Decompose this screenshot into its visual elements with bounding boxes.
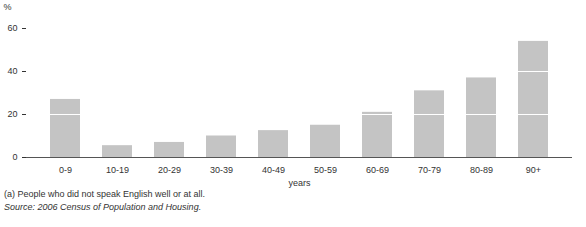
svg-text:%: % xyxy=(4,2,12,12)
svg-text:10-19: 10-19 xyxy=(106,165,129,175)
svg-text:0-9: 0-9 xyxy=(59,165,72,175)
svg-text:30-39: 30-39 xyxy=(210,165,233,175)
svg-text:80-89: 80-89 xyxy=(470,165,493,175)
svg-text:60: 60 xyxy=(7,23,17,33)
html-text:(a) People who did not speak E: (a) People who did not speak English wel… xyxy=(4,189,206,199)
html-text:Source: 2006 Census of Populat: Source: 2006 Census of Population and Ho… xyxy=(4,202,202,212)
svg-text:70-79: 70-79 xyxy=(418,165,441,175)
svg-text:40-49: 40-49 xyxy=(262,165,285,175)
svg-text:60-69: 60-69 xyxy=(366,165,389,175)
svg-text:50-59: 50-59 xyxy=(314,165,337,175)
svg-text:years: years xyxy=(288,178,311,188)
svg-text:20: 20 xyxy=(7,109,17,119)
svg-text:90+: 90+ xyxy=(526,165,541,175)
svg-text:0: 0 xyxy=(12,152,17,162)
svg-text:20-29: 20-29 xyxy=(158,165,181,175)
svg-text:40: 40 xyxy=(7,66,17,76)
